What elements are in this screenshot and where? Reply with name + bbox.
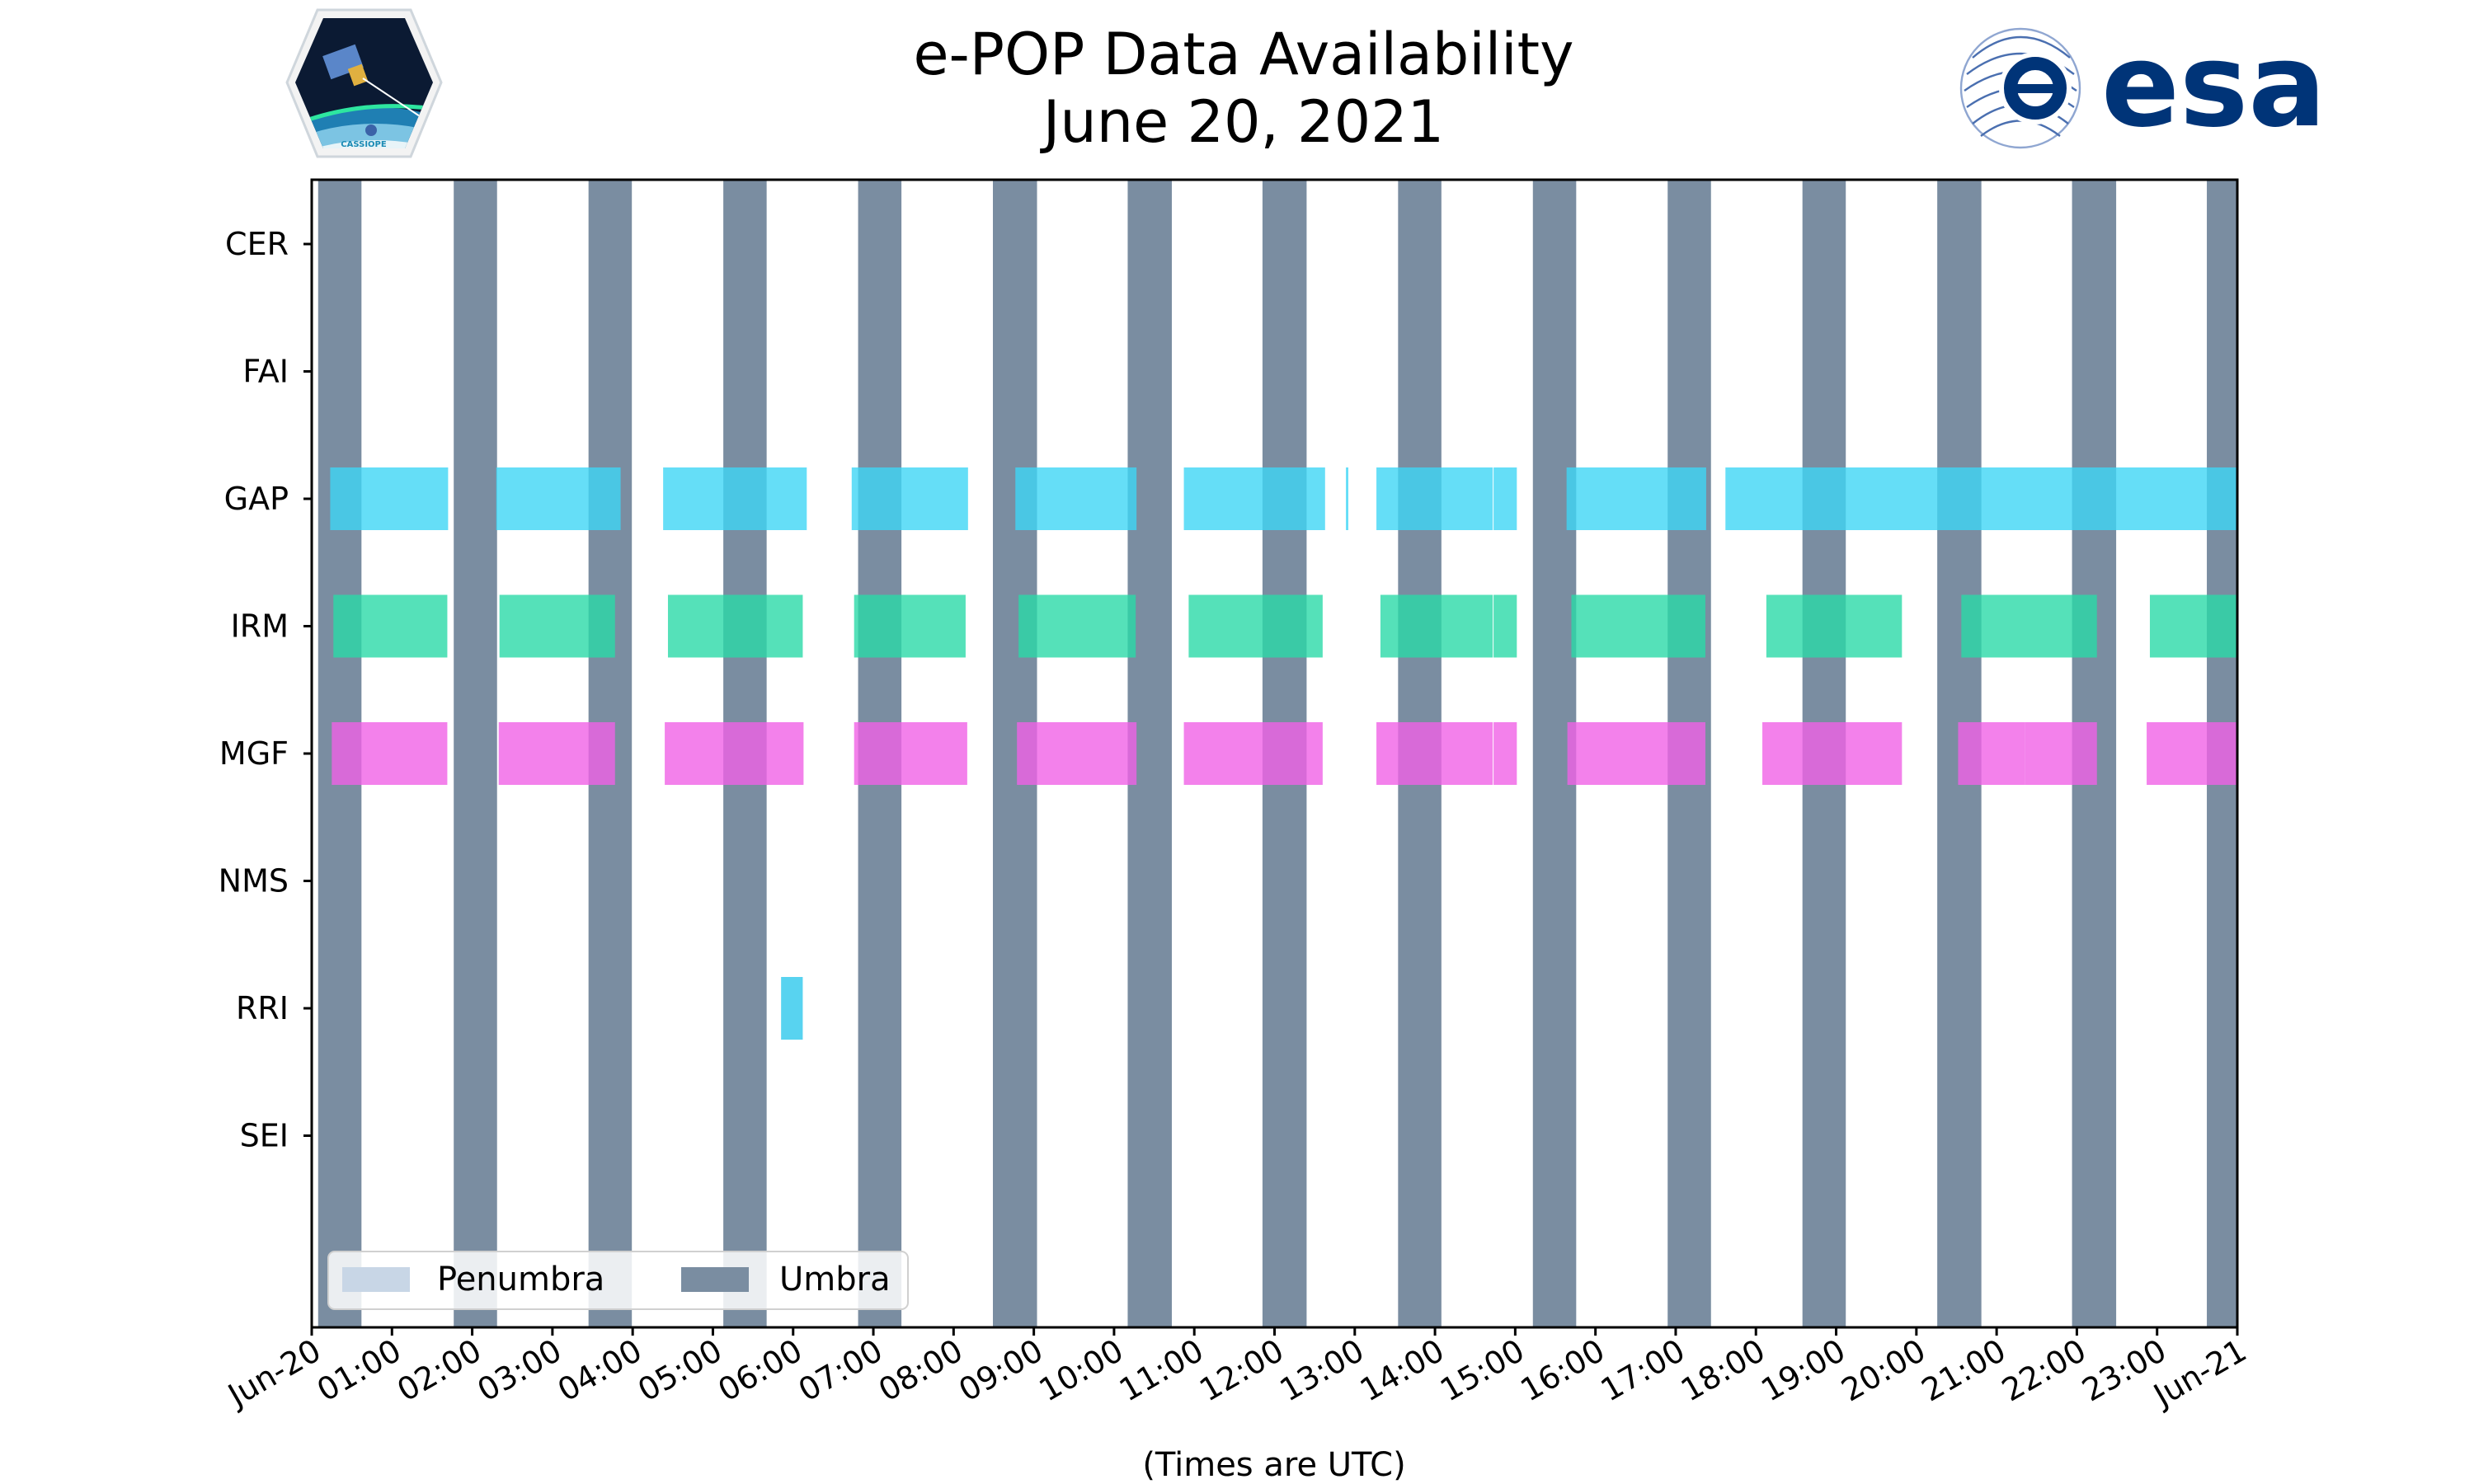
y-tick-label: SEI [240,1118,289,1154]
y-tick-label: IRM [231,608,289,645]
x-tick-label: 05:00 [632,1332,728,1409]
availability-bar-irm [1493,594,1517,658]
esa-logo-text: esa [2101,19,2326,153]
x-tick-label: 01:00 [311,1332,407,1409]
availability-bar-irm [1961,594,2097,658]
x-tick-label: 04:00 [552,1332,648,1409]
y-tick-label: GAP [224,481,289,517]
availability-bar-gap [1183,467,1325,530]
x-tick-label: 07:00 [793,1332,889,1409]
availability-bar-irm [1018,594,1136,658]
availability-bar-gap [1566,467,1706,530]
cassiope-satellite-logo-icon: CASSIOPE [285,8,443,158]
x-tick-label: 12:00 [1193,1332,1290,1409]
chart-title-line2: June 20, 2021 [1040,88,1444,156]
availability-bar-mgf [332,722,448,785]
availability-bar-irm [854,594,966,658]
umbra-band [454,180,497,1327]
availability-bar-irm [1380,594,1493,658]
availability-bar-gap [496,467,621,530]
availability-bar-irm [333,594,448,658]
availability-bar-irm [1188,594,1323,658]
availability-bar-mgf [1762,722,1903,785]
x-tick-label: 13:00 [1273,1332,1370,1409]
esa-logo-icon: esa [1959,19,2326,153]
availability-bar-irm [1571,594,1705,658]
legend-frame [327,1251,909,1310]
x-axis-label: (Times are UTC) [1142,1446,1405,1484]
legend-penumbra-label: Penumbra [437,1261,604,1298]
cassiope-logo-text: CASSIOPE [341,140,387,149]
y-tick-label: CER [225,226,289,262]
availability-bar-mgf [1958,722,2025,785]
y-tick-label: NMS [219,863,289,899]
y-tick-label: RRI [236,990,289,1026]
availability-bar-mgf [1017,722,1137,785]
availability-bar-gap [1346,467,1349,530]
availability-bar-mgf [1376,722,1493,785]
availability-bar-rri [781,977,803,1040]
availability-bar-gap [1015,467,1137,530]
availability-bar-gap [1725,467,2237,530]
x-tick-label: 17:00 [1595,1332,1691,1409]
availability-bar-irm [667,594,803,658]
availability-bar-gap [663,467,807,530]
availability-bar-mgf [1183,722,1323,785]
y-axis: CER FAI GAP IRM MGF NMS RRI SEI [219,226,312,1154]
x-tick-label: 09:00 [952,1332,1049,1409]
availability-bar-gap [330,467,449,530]
x-tick-label: 18:00 [1675,1332,1771,1409]
x-tick-label: 20:00 [1835,1332,1931,1409]
x-tick-label: 15:00 [1434,1332,1531,1409]
chart-title-line1: e-POP Data Availability [913,21,1573,88]
x-tick-label: 10:00 [1033,1332,1130,1409]
availability-bar-mgf [2025,722,2097,785]
availability-bar-gap [851,467,968,530]
x-tick-label: 11:00 [1113,1332,1210,1409]
x-tick-label: 03:00 [472,1332,568,1409]
availability-bar-irm [1766,594,1903,658]
availability-bar-mgf [498,722,615,785]
availability-bar-mgf [1567,722,1705,785]
x-tick-label: 14:00 [1354,1332,1451,1409]
data-series [330,467,2237,1040]
plot-area: CER FAI GAP IRM MGF NMS RRI SEI Jun-2001:0002:0… [219,178,2253,1415]
x-tick-label: Jun-21 [2147,1332,2253,1415]
availability-bar-irm [2149,594,2237,658]
availability-bar-mgf [854,722,967,785]
x-tick-label: 08:00 [872,1332,969,1409]
legend-umbra-swatch [681,1267,749,1292]
legend-umbra-label: Umbra [779,1261,891,1298]
y-tick-label: FAI [242,354,289,390]
x-tick-label: Jun-20 [221,1332,327,1415]
legend: Penumbra Umbra [327,1251,909,1310]
x-tick-label: 21:00 [1916,1332,2012,1409]
x-tick-label: 19:00 [1755,1332,1851,1409]
availability-bar-irm [499,594,615,658]
legend-penumbra-swatch [342,1267,410,1292]
availability-bar-gap [1493,467,1517,530]
x-axis: Jun-2001:0002:0003:0004:0005:0006:0007:0… [221,1327,2253,1415]
availability-bar-mgf [665,722,804,785]
availability-bar-mgf [1493,722,1517,785]
x-tick-label: 02:00 [391,1332,487,1409]
x-tick-label: 16:00 [1514,1332,1611,1409]
availability-bar-gap [1376,467,1493,530]
x-tick-label: 22:00 [1996,1332,2092,1409]
y-tick-label: MGF [219,735,289,772]
availability-bar-mgf [2147,722,2237,785]
x-tick-label: 06:00 [712,1332,808,1409]
